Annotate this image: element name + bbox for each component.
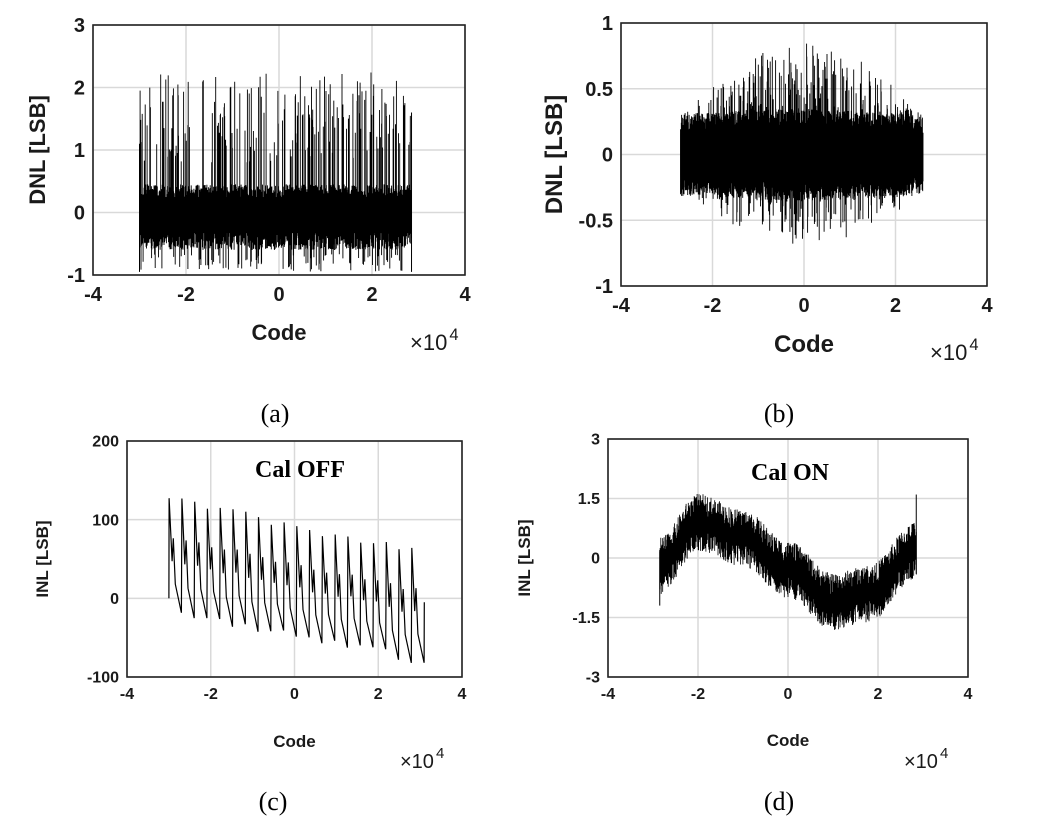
x-tick-label: -2 xyxy=(691,686,705,703)
y-tick-label: 0 xyxy=(602,145,613,167)
x-axis-label: Code xyxy=(767,731,810,750)
data-series xyxy=(659,494,917,630)
x-tick-label: -4 xyxy=(612,295,631,317)
x-axis-label: Code xyxy=(273,732,316,751)
inl-sawtooth-trace xyxy=(168,498,425,664)
y-tick-label: -1 xyxy=(595,276,613,298)
y-tick-label: 0 xyxy=(110,591,119,608)
y-tick-label: 0 xyxy=(74,203,85,225)
x-tick-label: -4 xyxy=(120,686,134,703)
y-tick-label: 3 xyxy=(591,432,600,449)
data-series xyxy=(139,72,413,272)
multiplier-exponent: 4 xyxy=(436,745,444,762)
y-tick-label: -1.5 xyxy=(572,610,600,627)
data-series xyxy=(680,43,924,244)
y-tick-label: -100 xyxy=(87,670,119,687)
y-tick-label: 0.5 xyxy=(585,79,613,101)
x-tick-label: -2 xyxy=(177,284,195,306)
x-tick-label: -2 xyxy=(704,295,722,317)
x-tick-label: 0 xyxy=(273,284,284,306)
axes-frame xyxy=(92,24,466,276)
x-multiplier: ×10 4 xyxy=(410,326,459,355)
y-tick-label: 1.5 xyxy=(578,491,600,508)
axes-frame xyxy=(126,440,463,678)
y-tick-label: -1 xyxy=(67,265,85,287)
multiplier-exponent: 4 xyxy=(940,745,948,762)
panel-caption: (d) xyxy=(764,787,794,816)
noise-core-band xyxy=(139,197,412,234)
y-tick-label: 0 xyxy=(591,551,600,568)
x-tick-label: 4 xyxy=(459,284,471,306)
y-tick-label: 200 xyxy=(92,434,119,451)
y-axis-label: INL [LSB] xyxy=(33,520,52,597)
x-tick-label: 2 xyxy=(366,284,377,306)
x-tick-label: -4 xyxy=(601,686,615,703)
panel-annotation: Cal ON xyxy=(751,460,830,486)
x-tick-label: 0 xyxy=(290,686,299,703)
multiplier-exponent: 4 xyxy=(969,336,978,354)
y-axis-label: DNL [LSB] xyxy=(25,95,50,205)
x-tick-label: 4 xyxy=(458,686,467,703)
x-multiplier: ×10 4 xyxy=(400,745,444,773)
x-multiplier: ×10 4 xyxy=(930,336,979,365)
axes-frame xyxy=(620,22,988,287)
y-tick-label: -3 xyxy=(586,670,600,687)
x-multiplier: ×10 4 xyxy=(904,745,948,773)
y-tick-label: 2 xyxy=(74,78,85,100)
y-tick-label: 1 xyxy=(602,13,613,35)
data-series xyxy=(168,498,425,664)
multiplier-base: ×10 xyxy=(930,340,967,365)
multiplier-base: ×10 xyxy=(904,751,938,773)
x-tick-label: 2 xyxy=(890,295,901,317)
y-tick-label: 100 xyxy=(92,512,119,529)
x-tick-label: -4 xyxy=(84,284,103,306)
multiplier-exponent: 4 xyxy=(449,326,458,344)
y-axis-label: INL [LSB] xyxy=(515,519,534,596)
multiplier-base: ×10 xyxy=(410,330,447,355)
noise-trace xyxy=(139,72,412,272)
panel-caption: (c) xyxy=(259,787,288,816)
x-tick-label: 2 xyxy=(874,686,883,703)
x-tick-label: 0 xyxy=(784,686,793,703)
y-tick-label: 1 xyxy=(74,140,85,162)
panel-caption: (a) xyxy=(261,399,290,428)
x-axis-label: Code xyxy=(774,331,834,358)
y-tick-label: 3 xyxy=(74,15,85,37)
y-axis-label: DNL [LSB] xyxy=(541,95,568,215)
x-tick-label: 4 xyxy=(981,295,993,317)
panel-annotation: Cal OFF xyxy=(255,457,345,483)
x-axis-label: Code xyxy=(252,320,307,345)
x-tick-label: 4 xyxy=(964,686,973,703)
axes-frame xyxy=(607,438,969,678)
y-tick-label: -0.5 xyxy=(579,210,613,232)
x-tick-label: 2 xyxy=(374,686,383,703)
noise-core-band xyxy=(680,132,923,177)
x-tick-label: 0 xyxy=(798,295,809,317)
multiplier-base: ×10 xyxy=(400,751,434,773)
x-tick-label: -2 xyxy=(204,686,218,703)
panel-caption: (b) xyxy=(764,399,794,428)
